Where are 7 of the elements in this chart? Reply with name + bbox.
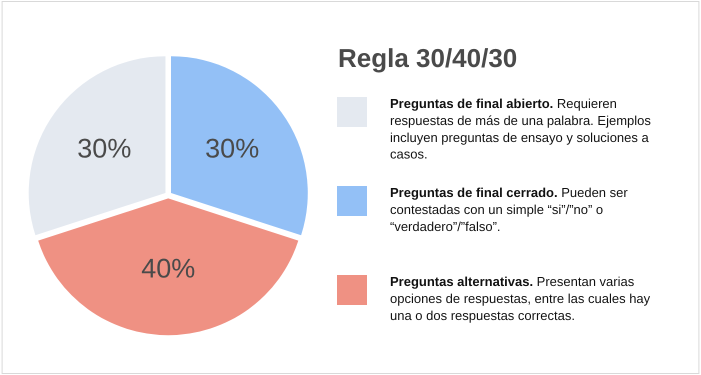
legend-label: Preguntas alternativas.	[390, 274, 534, 289]
legend-label: Preguntas de final cerrado.	[390, 185, 558, 200]
data-label: 30%	[77, 134, 132, 164]
legend-label: Preguntas de final abierto.	[390, 96, 554, 111]
data-label: 30%	[205, 134, 260, 164]
chart-title: Regla 30/40/30	[338, 43, 518, 73]
data-label: 40%	[141, 254, 196, 284]
